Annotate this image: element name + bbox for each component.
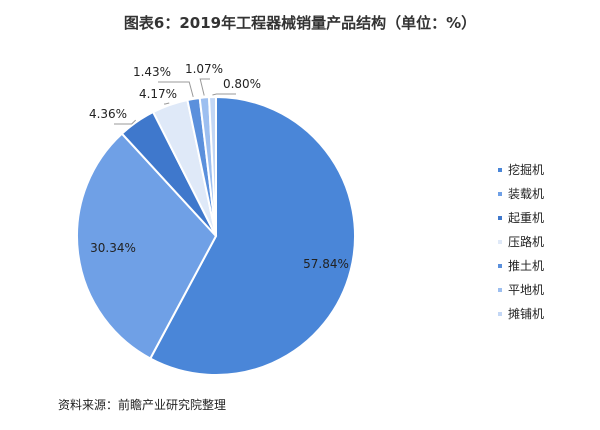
data-label-3: 4.36% [89, 107, 127, 121]
legend-label: 推土机 [508, 259, 545, 273]
chart-title: 图表6：2019年工程器械销量产品结构（单位：%） [123, 14, 477, 32]
legend-label: 起重机 [508, 211, 545, 225]
source-note: 资料来源：前瞻产业研究院整理 [58, 398, 227, 412]
pie-slice-7 [207, 95, 217, 237]
leader-line-6 [199, 78, 210, 96]
data-label-6: 1.07% [185, 62, 223, 76]
legend-item-7: 摊铺机 [498, 302, 544, 326]
legend-swatch [498, 288, 502, 292]
leader-line-7 [212, 93, 236, 96]
legend-swatch [498, 168, 502, 172]
legend-swatch [498, 312, 502, 316]
leader-line-5 [158, 81, 194, 97]
legend-item-2: 装载机 [498, 182, 544, 206]
legend-item-4: 压路机 [498, 230, 544, 254]
pie-slice-1 [148, 95, 356, 376]
data-label-2: 30.34% [90, 241, 136, 255]
leader-line-3 [114, 119, 137, 125]
data-label-1: 57.84% [303, 257, 349, 271]
legend-item-5: 推土机 [498, 254, 544, 278]
leader-line-4 [164, 102, 170, 105]
legend-swatch [498, 240, 502, 244]
chart-legend: 挖掘机装载机起重机压路机推土机平地机摊铺机 [498, 158, 544, 326]
legend-swatch [498, 216, 502, 220]
legend-label: 装载机 [508, 187, 545, 201]
legend-swatch [498, 192, 502, 196]
data-label-7: 0.80% [223, 77, 261, 91]
legend-label: 摊铺机 [508, 307, 545, 321]
legend-item-3: 起重机 [498, 206, 544, 230]
legend-item-1: 挖掘机 [498, 158, 544, 182]
legend-swatch [498, 264, 502, 268]
legend-item-6: 平地机 [498, 278, 544, 302]
pie-slice-2 [76, 132, 218, 360]
data-label-5: 1.43% [133, 65, 171, 79]
legend-label: 平地机 [508, 283, 545, 297]
legend-label: 挖掘机 [508, 163, 545, 177]
legend-label: 压路机 [508, 235, 545, 249]
data-label-4: 4.17% [139, 87, 177, 101]
